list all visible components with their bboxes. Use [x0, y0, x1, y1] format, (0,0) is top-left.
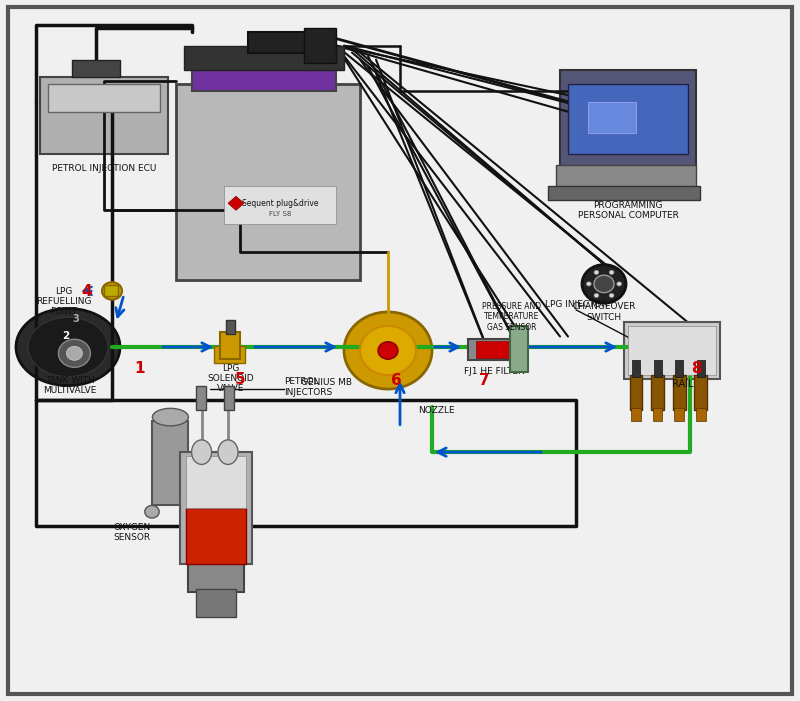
- Text: NOZZLE: NOZZLE: [418, 406, 454, 414]
- Text: Sequent plug&drive: Sequent plug&drive: [242, 199, 318, 207]
- FancyBboxPatch shape: [152, 421, 188, 505]
- FancyBboxPatch shape: [176, 84, 360, 280]
- Ellipse shape: [28, 317, 108, 377]
- FancyBboxPatch shape: [304, 28, 336, 63]
- FancyBboxPatch shape: [510, 326, 528, 372]
- Text: LPG
REFUELLING
POINT: LPG REFUELLING POINT: [36, 287, 92, 316]
- Text: 6: 6: [390, 373, 402, 388]
- FancyBboxPatch shape: [694, 375, 707, 410]
- FancyBboxPatch shape: [654, 360, 662, 377]
- Ellipse shape: [617, 282, 622, 286]
- FancyBboxPatch shape: [630, 375, 642, 410]
- Ellipse shape: [344, 312, 432, 389]
- FancyBboxPatch shape: [624, 322, 720, 379]
- Text: 5: 5: [234, 372, 246, 387]
- FancyBboxPatch shape: [653, 408, 662, 421]
- FancyBboxPatch shape: [188, 561, 244, 592]
- Text: OXYGEN
SENSOR: OXYGEN SENSOR: [114, 523, 150, 543]
- Ellipse shape: [582, 265, 626, 303]
- FancyBboxPatch shape: [192, 63, 336, 91]
- FancyBboxPatch shape: [560, 70, 696, 168]
- FancyBboxPatch shape: [631, 408, 641, 421]
- FancyBboxPatch shape: [48, 84, 160, 112]
- FancyBboxPatch shape: [224, 186, 336, 224]
- FancyBboxPatch shape: [72, 60, 120, 77]
- Text: 8: 8: [690, 361, 702, 376]
- Text: RAIL: RAIL: [672, 379, 694, 389]
- FancyBboxPatch shape: [697, 360, 705, 377]
- Ellipse shape: [378, 341, 398, 359]
- FancyBboxPatch shape: [8, 7, 792, 694]
- Text: 1: 1: [134, 360, 146, 376]
- Text: 7: 7: [479, 373, 490, 388]
- FancyBboxPatch shape: [675, 360, 683, 377]
- Text: 2: 2: [62, 332, 70, 341]
- Text: LPG
SOLENOID
VALVE: LPG SOLENOID VALVE: [207, 364, 254, 393]
- FancyBboxPatch shape: [468, 339, 520, 360]
- FancyBboxPatch shape: [186, 508, 246, 564]
- Ellipse shape: [152, 408, 189, 426]
- Ellipse shape: [586, 282, 591, 286]
- FancyBboxPatch shape: [248, 32, 328, 53]
- Text: PETROL
INJECTORS: PETROL INJECTORS: [284, 377, 332, 397]
- FancyBboxPatch shape: [632, 360, 640, 377]
- Ellipse shape: [145, 505, 159, 518]
- FancyBboxPatch shape: [196, 386, 206, 410]
- Ellipse shape: [66, 346, 82, 360]
- FancyBboxPatch shape: [556, 165, 696, 189]
- FancyBboxPatch shape: [588, 102, 636, 133]
- Ellipse shape: [610, 271, 614, 275]
- FancyBboxPatch shape: [651, 375, 664, 410]
- Text: PETROL INJECTION ECU: PETROL INJECTION ECU: [52, 164, 156, 172]
- FancyBboxPatch shape: [226, 320, 235, 334]
- FancyBboxPatch shape: [548, 186, 700, 200]
- Ellipse shape: [218, 440, 238, 465]
- FancyBboxPatch shape: [104, 285, 118, 296]
- Ellipse shape: [610, 293, 614, 297]
- Ellipse shape: [594, 275, 614, 293]
- Ellipse shape: [192, 440, 211, 465]
- Text: LPG INJECTOR: LPG INJECTOR: [545, 301, 607, 309]
- Ellipse shape: [360, 326, 416, 375]
- FancyBboxPatch shape: [214, 346, 245, 363]
- FancyBboxPatch shape: [568, 84, 688, 154]
- Ellipse shape: [594, 271, 598, 275]
- FancyBboxPatch shape: [40, 77, 168, 154]
- Text: TANK WITH
MULTIVALVE: TANK WITH MULTIVALVE: [43, 376, 96, 395]
- Text: 3: 3: [73, 314, 79, 324]
- Ellipse shape: [58, 339, 90, 367]
- FancyBboxPatch shape: [184, 46, 344, 70]
- Text: PROGRAMMING
PERSONAL COMPUTER: PROGRAMMING PERSONAL COMPUTER: [578, 200, 678, 220]
- FancyBboxPatch shape: [696, 408, 706, 421]
- FancyBboxPatch shape: [674, 408, 684, 421]
- FancyBboxPatch shape: [628, 326, 716, 375]
- FancyBboxPatch shape: [224, 386, 234, 410]
- Text: 4: 4: [81, 284, 92, 299]
- FancyBboxPatch shape: [220, 332, 240, 359]
- Ellipse shape: [594, 293, 598, 297]
- Polygon shape: [228, 196, 244, 210]
- Ellipse shape: [16, 308, 120, 386]
- FancyBboxPatch shape: [673, 375, 686, 410]
- Text: FJ1 HE FILTER: FJ1 HE FILTER: [464, 367, 525, 376]
- Text: PRESSURE AND
TEMPERATURE
GAS SENSOR: PRESSURE AND TEMPERATURE GAS SENSOR: [482, 302, 542, 332]
- Text: FLY S8: FLY S8: [269, 211, 291, 217]
- Text: GENIUS MB: GENIUS MB: [301, 378, 352, 386]
- Ellipse shape: [102, 283, 122, 300]
- Text: CHANGEOVER
SWITCH: CHANGEOVER SWITCH: [572, 302, 636, 322]
- FancyBboxPatch shape: [476, 341, 512, 358]
- FancyBboxPatch shape: [196, 589, 236, 617]
- Ellipse shape: [472, 341, 517, 357]
- FancyBboxPatch shape: [180, 452, 252, 564]
- FancyBboxPatch shape: [186, 456, 246, 508]
